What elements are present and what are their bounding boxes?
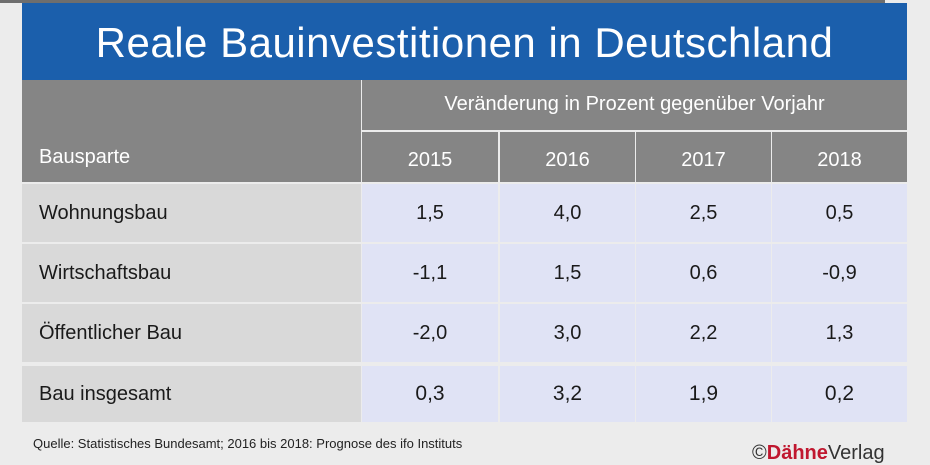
table-cell: 1,3 xyxy=(772,304,907,362)
total-separator xyxy=(0,0,885,3)
logo-brand: Dähne xyxy=(766,442,828,464)
column-header-2017: 2017 xyxy=(636,132,771,182)
row-label: Bau insgesamt xyxy=(22,366,361,422)
table-cell: -0,9 xyxy=(772,244,907,302)
table-cell: 2,2 xyxy=(636,304,771,362)
table-cell: 0,6 xyxy=(636,244,771,302)
publisher-logo: ©DähneVerlag xyxy=(752,442,885,465)
column-group-header: Veränderung in Prozent gegenüber Vorjahr xyxy=(362,80,907,130)
table-cell: -1,1 xyxy=(362,244,498,302)
table-cell: 0,3 xyxy=(362,366,498,422)
table-cell: 3,0 xyxy=(500,304,635,362)
row-label: Wirtschaftsbau xyxy=(22,244,361,302)
table-cell: 0,5 xyxy=(772,184,907,242)
page-title: Reale Bauinvestitionen in Deutschland xyxy=(22,3,907,80)
copyright-symbol: © xyxy=(752,442,767,464)
table-cell: 4,0 xyxy=(500,184,635,242)
column-header-2015: 2015 xyxy=(362,132,498,182)
table-cell: -2,0 xyxy=(362,304,498,362)
source-note: Quelle: Statistisches Bundesamt; 2016 bi… xyxy=(33,436,463,451)
column-header-2018: 2018 xyxy=(772,132,907,182)
row-label: Öffentlicher Bau xyxy=(22,304,361,362)
row-label: Wohnungsbau xyxy=(22,184,361,242)
logo-suffix: Verlag xyxy=(827,442,885,464)
table-cell: 1,5 xyxy=(500,244,635,302)
table-cell: 3,2 xyxy=(500,366,635,422)
column-header-2016: 2016 xyxy=(500,132,635,182)
table-cell: 2,5 xyxy=(636,184,771,242)
row-header: Bausparte xyxy=(22,80,361,182)
table-cell: 0,2 xyxy=(772,366,907,422)
table-cell: 1,9 xyxy=(636,366,771,422)
table-cell: 1,5 xyxy=(362,184,498,242)
